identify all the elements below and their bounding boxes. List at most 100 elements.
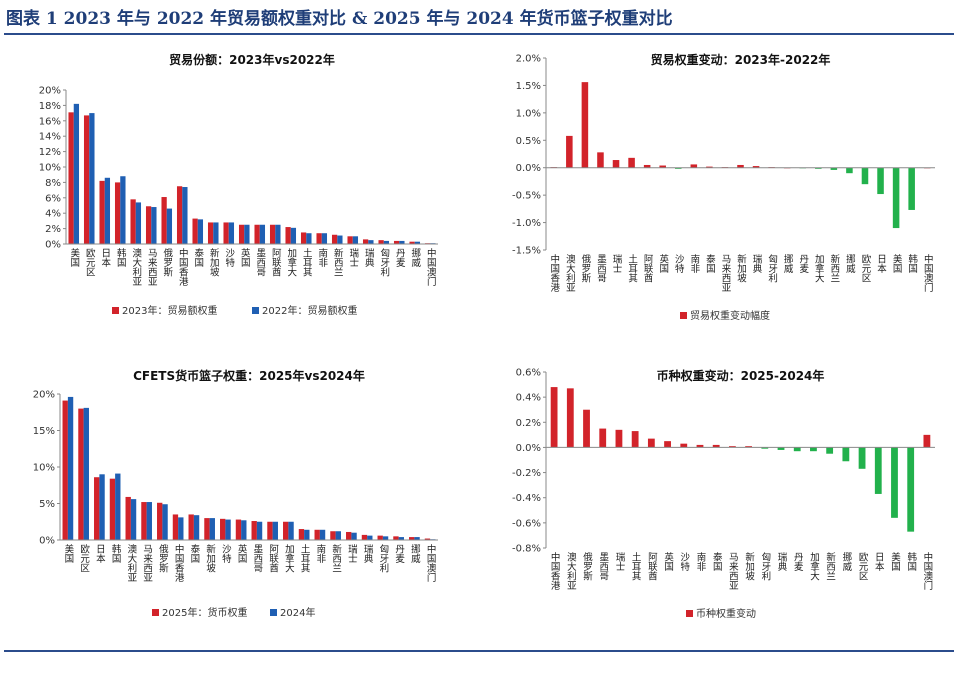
bar — [664, 441, 671, 448]
bar — [612, 160, 620, 168]
category-label: 新西兰 — [330, 543, 342, 572]
bar — [777, 447, 785, 450]
category-label: 挪威 — [409, 247, 421, 268]
y-tick-label: 0.4% — [516, 393, 541, 404]
y-tick-label: -0.5% — [512, 191, 541, 202]
bar-series1 — [361, 534, 368, 540]
bar — [826, 447, 834, 454]
category-label: 土耳其 — [626, 253, 638, 283]
bar-series2 — [319, 529, 326, 540]
bar-series2 — [89, 113, 95, 244]
bar — [659, 165, 666, 168]
bar-series1 — [94, 477, 100, 540]
category-label: 欧元区 — [84, 247, 96, 276]
bar-series2 — [162, 504, 168, 540]
bar-series1 — [130, 199, 136, 244]
bar-series1 — [109, 478, 116, 540]
bar-series1 — [62, 400, 68, 540]
bar — [550, 387, 558, 448]
bar-series2 — [399, 240, 405, 244]
bar-series1 — [330, 531, 336, 540]
bar-series2 — [166, 208, 173, 244]
bar-series1 — [393, 536, 399, 540]
bar-series1 — [409, 537, 415, 540]
bar-series1 — [269, 224, 276, 244]
y-tick-label: 0% — [45, 240, 61, 251]
bar — [892, 167, 900, 229]
bar — [858, 447, 866, 469]
legend-swatch — [680, 312, 687, 319]
bar-series2 — [352, 236, 359, 244]
category-label: 挪威 — [409, 543, 421, 564]
bar-series1 — [207, 222, 214, 244]
bar-series1 — [393, 240, 400, 244]
bar-series2 — [368, 240, 374, 244]
bar-series2 — [115, 473, 121, 540]
category-label: 加拿大 — [813, 254, 825, 283]
legend-label: 币种权重变动 — [696, 607, 756, 620]
category-label: 匈牙利 — [766, 253, 778, 282]
y-tick-label: -0.4% — [512, 493, 541, 504]
bar-series2 — [135, 202, 142, 244]
bar — [907, 447, 915, 532]
bar — [728, 446, 736, 448]
category-label: 英国 — [236, 543, 248, 564]
category-label: 欧元区 — [78, 543, 90, 572]
bar — [581, 82, 589, 168]
chart-trade-share: 贸易份额：2023年vs2022年 0% 2% 4% 6% 8% 10% 12% 14% 16% 1… — [20, 44, 450, 334]
category-label: 丹麦 — [394, 248, 406, 268]
category-label: 泰国 — [704, 253, 716, 274]
category-label: 英国 — [657, 253, 669, 274]
bar-series2 — [306, 233, 312, 244]
bar — [737, 164, 744, 168]
bar-series2 — [367, 535, 373, 540]
bar-series2 — [272, 521, 278, 540]
category-label: 美国 — [889, 551, 901, 572]
bar — [761, 447, 769, 449]
bar — [674, 167, 682, 169]
bar-series2 — [337, 235, 343, 244]
category-label: 日本 — [94, 544, 106, 564]
bar-series1 — [347, 236, 353, 244]
legend-swatch — [252, 307, 259, 314]
bar-series1 — [331, 234, 338, 244]
category-label: 墨西哥 — [251, 544, 263, 573]
category-label: 新西兰 — [332, 247, 344, 276]
y-tick-label: 18% — [39, 101, 61, 112]
bar-series2 — [67, 396, 74, 540]
bar-series1 — [362, 239, 369, 244]
bar-series2 — [197, 219, 204, 244]
category-label: 瑞典 — [362, 543, 374, 564]
category-label: 中国澳门 — [425, 247, 437, 287]
bar-series1 — [114, 182, 121, 244]
bar-series2 — [99, 474, 105, 540]
bar — [842, 447, 850, 462]
category-label: 新加坡 — [204, 543, 216, 573]
category-label: 沙特 — [220, 544, 232, 563]
category-label: 韩国 — [115, 247, 127, 268]
bar — [810, 447, 817, 452]
category-label: 加拿大 — [283, 544, 295, 573]
category-label: 马来西亚 — [141, 544, 153, 582]
y-tick-label: 1.5% — [516, 81, 541, 92]
category-label: 土耳其 — [630, 551, 642, 581]
bar-series2 — [288, 521, 294, 540]
category-label: 中国香港 — [177, 247, 189, 286]
category-label: 韩国 — [905, 551, 917, 572]
category-label: 沙特 — [678, 552, 690, 571]
bar-series1 — [99, 180, 105, 244]
bar-series2 — [256, 521, 263, 540]
category-label: 沙特 — [223, 248, 235, 267]
bar-series2 — [414, 241, 421, 244]
bar — [861, 167, 869, 185]
y-tick-label: 10% — [39, 163, 61, 174]
category-label: 中国香港 — [173, 543, 185, 582]
bar — [923, 434, 931, 448]
figure-title: 图表 1 2023 年与 2022 年贸易额权重对比 & 2025 年与 202… — [6, 9, 673, 29]
category-label: 韩国 — [110, 543, 122, 564]
bar-series1 — [204, 518, 210, 540]
bar-series1 — [378, 240, 384, 244]
bar — [752, 166, 760, 168]
y-tick-label: 4% — [45, 209, 61, 220]
bar — [599, 428, 607, 448]
